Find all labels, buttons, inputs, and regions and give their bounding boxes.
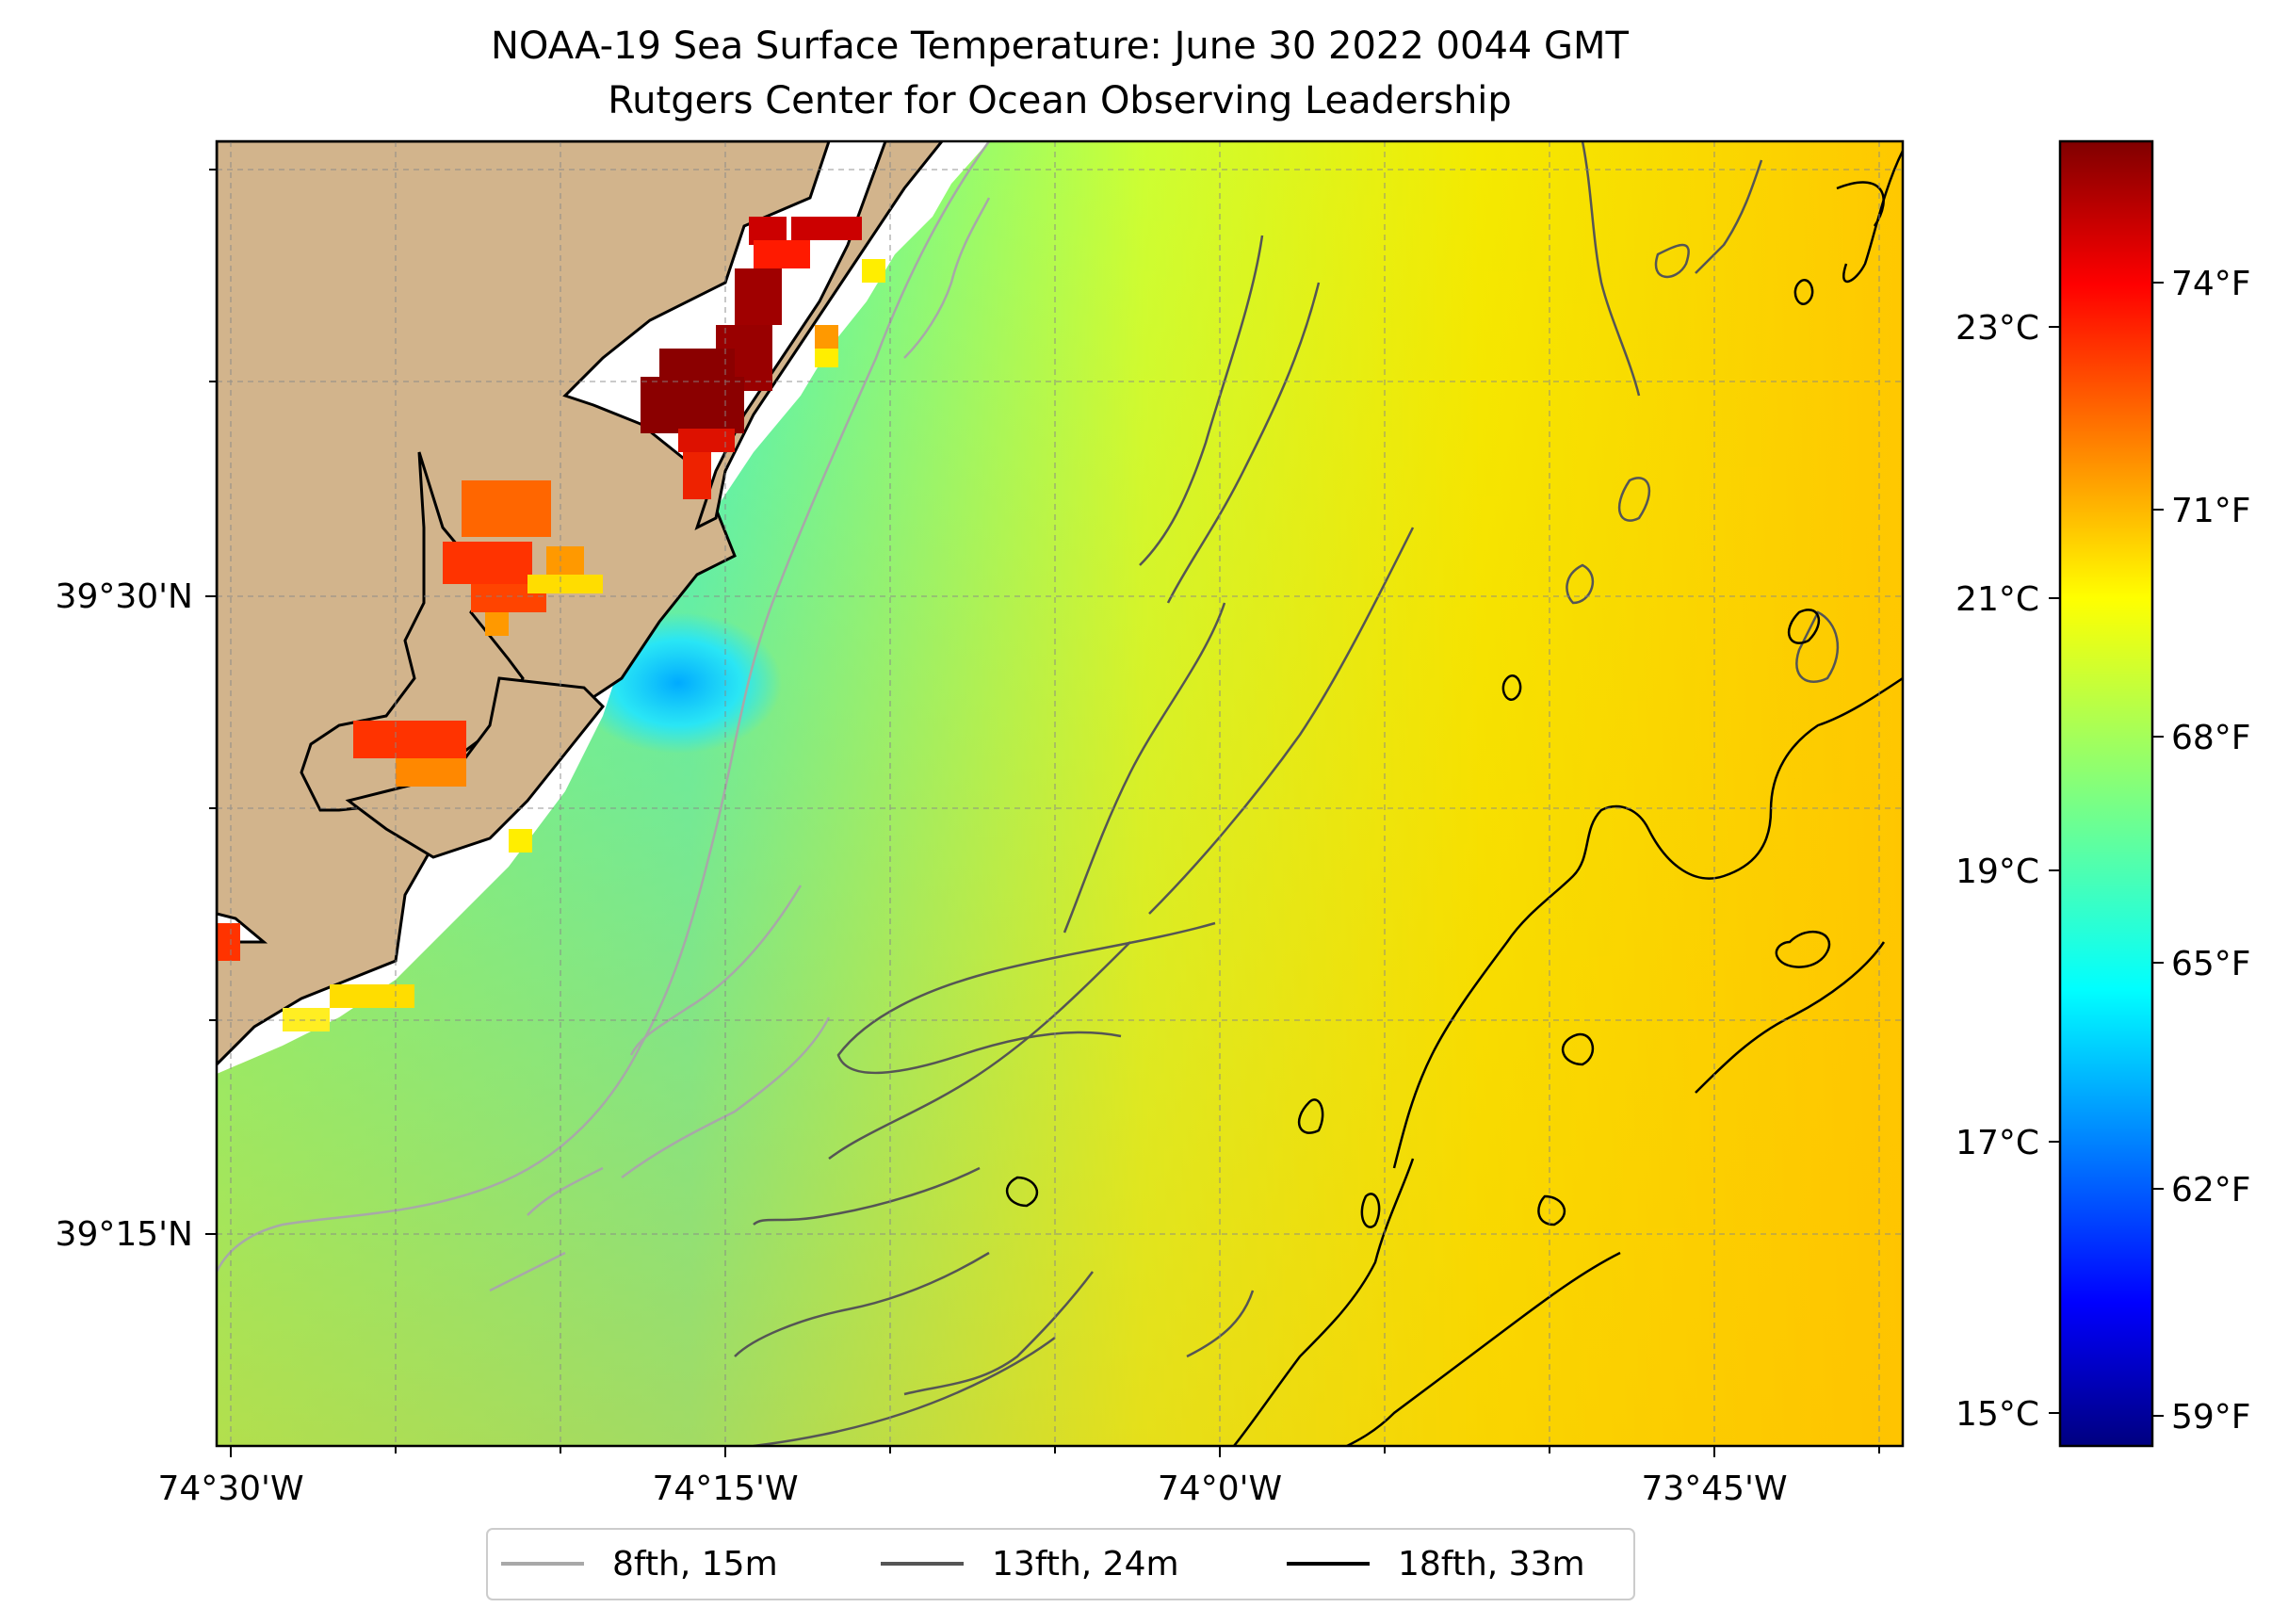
legend-label-13fth: 13fth, 24m — [992, 1545, 1179, 1583]
contour-8fth — [217, 141, 991, 1292]
lon-label-3: 74°0'W — [1158, 1470, 1282, 1508]
colorbar-c-label-5: 15°C — [1955, 1395, 2039, 1434]
land-peninsula — [300, 451, 525, 812]
gridlines — [217, 141, 1903, 1446]
figure-title-line2: Rutgers Center for Ocean Observing Leade… — [608, 79, 1512, 122]
colorbar: 23°C 21°C 19°C 17°C 15°C 74°F 71°F 68°F … — [1955, 139, 2251, 1448]
map-ticks — [205, 169, 1880, 1457]
map-panel — [217, 141, 1903, 1446]
lon-label-4: 73°45'W — [1641, 1470, 1787, 1508]
legend-label-18fth: 18fth, 33m — [1398, 1545, 1585, 1583]
legend-frame — [486, 1528, 1635, 1600]
land-barrier-island — [694, 141, 944, 530]
colorbar-f-label-6: 59°F — [2171, 1398, 2251, 1437]
colorbar-f-label-3: 68°F — [2171, 719, 2251, 757]
colorbar-c-label-3: 19°C — [1955, 853, 2039, 891]
lon-label-2: 74°15'W — [652, 1470, 798, 1508]
legend-label-8fth: 8fth, 15m — [612, 1545, 778, 1583]
colorbar-f-label-4: 65°F — [2171, 945, 2251, 983]
colorbar-c-label-2: 21°C — [1955, 580, 2039, 619]
lon-label-1: 74°30'W — [157, 1470, 303, 1508]
contour-legend: 8fth, 15m 13fth, 24m 18fth, 33m — [486, 1528, 1635, 1600]
colorbar-c-label-1: 23°C — [1955, 309, 2039, 348]
lat-label-1: 39°30'N — [56, 577, 193, 616]
lat-label-2: 39°15'N — [56, 1215, 193, 1254]
colorbar-f-label-2: 71°F — [2171, 492, 2251, 530]
figure-title-line1: NOAA-19 Sea Surface Temperature: June 30… — [491, 24, 1630, 68]
contour-13fth — [734, 141, 1840, 1446]
colorbar-f-label-5: 62°F — [2171, 1171, 2251, 1210]
colorbar-gradient — [2058, 139, 2154, 1448]
colorbar-c-label-4: 17°C — [1955, 1124, 2039, 1162]
contour-18fth — [1006, 150, 1903, 1446]
map-frame — [215, 139, 1905, 1448]
colorbar-f-label-1: 74°F — [2171, 265, 2251, 303]
